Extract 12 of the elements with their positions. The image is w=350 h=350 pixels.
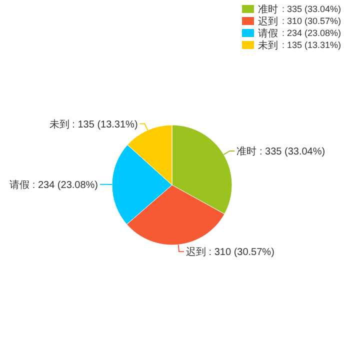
data-label: : 335 (33.04%) bbox=[282, 4, 342, 14]
legend-label: 未到 bbox=[258, 40, 278, 52]
data-label: : 310 (30.57%) bbox=[282, 16, 342, 26]
category-label: 未到 : 135 (13.31%) bbox=[49, 119, 138, 130]
data-label: : 234 (23.08%) bbox=[282, 28, 342, 38]
legend-label: 准时 bbox=[258, 4, 278, 16]
legend-label: 迟到 bbox=[258, 16, 278, 28]
legend-label: 请假 bbox=[258, 28, 278, 40]
data-label: : 135 (13.31%) bbox=[282, 40, 342, 50]
category-label: 请假 : 234 (23.08%) bbox=[10, 180, 98, 191]
category-label: 准时 : 335 (33.04%) bbox=[236, 146, 326, 158]
category-label: 迟到 : 310 (30.57%) bbox=[186, 247, 274, 258]
